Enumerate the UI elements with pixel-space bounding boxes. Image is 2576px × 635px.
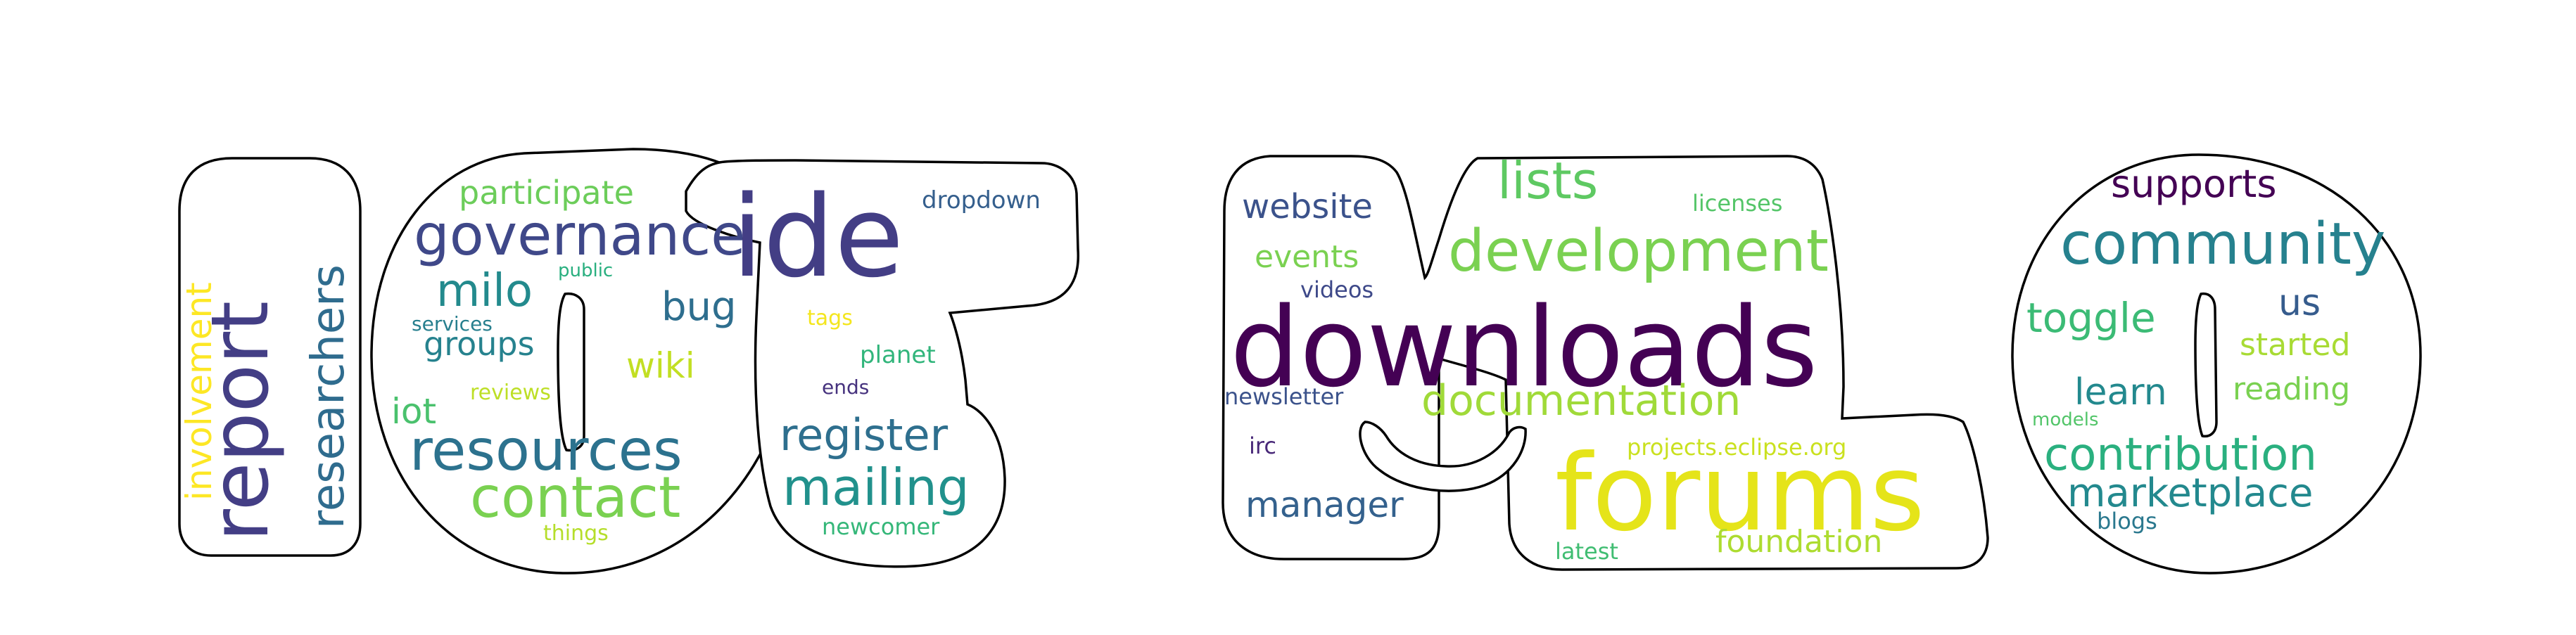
word-contribution: contribution [2044,429,2317,481]
word-tags: tags [807,306,853,331]
word-foundation: foundation [1715,524,1882,560]
word-marketplace: marketplace [2067,470,2313,516]
word-researchers: researchers [303,264,355,529]
word-ends: ends [822,376,869,399]
word-mailing: mailing [782,458,970,517]
word-forums: forums [1555,432,1925,555]
letter-o2-inner-cut [2194,292,2218,438]
word-irc: irc [1249,432,1276,459]
word-latest: latest [1555,538,1618,565]
word-report: report [195,301,286,541]
letter-i-outline [178,157,362,557]
word-milo: milo [436,265,533,317]
word-development: development [1448,218,1829,285]
word-documentation: documentation [1421,376,1741,425]
word-reviews: reviews [470,380,551,405]
word-public: public [558,260,613,281]
word-events: events [1255,239,1359,275]
letter-y-inner-cut [1359,421,1527,492]
word-dropdown: dropdown [922,186,1041,214]
word-lists: lists [1497,151,1598,210]
word-videos: videos [1300,276,1373,303]
word-contact: contact [470,465,680,530]
letter-t-outline [685,159,1080,568]
word-iot: iot [391,391,436,432]
word-downloads: downloads [1230,283,1818,411]
word-us: us [2278,282,2321,324]
word-licenses: licenses [1692,190,1782,217]
word-blogs: blogs [2097,508,2157,534]
word-governance: governance [414,203,745,268]
word-manager: manager [1245,485,1404,525]
word-wiki: wiki [626,345,695,386]
letter-o-inner-cut [557,292,585,452]
word-involvement: involvement [179,282,220,501]
word-reading: reading [2233,371,2350,407]
word-newcomer: newcomer [822,513,940,540]
word-resources: resources [410,418,683,483]
word-ide: ide [732,171,903,302]
word-planet: planet [860,341,936,369]
word-register: register [780,409,948,461]
word-supports: supports [2111,162,2276,206]
word-models: models [2032,409,2099,430]
word-services: services [412,312,493,335]
word-bug: bug [661,284,737,330]
word-website: website [1242,187,1373,226]
word-participate: participate [459,174,634,212]
word-groups: groups [424,325,535,363]
word-newsletter: newsletter [1224,383,1344,410]
word-community: community [2060,211,2385,278]
word-learn: learn [2074,371,2167,413]
word-toggle: toggle [2026,294,2156,342]
word-things: things [543,521,609,546]
word-projects-eclipse-org: projects.eclipse.org [1627,434,1846,461]
word-started: started [2240,327,2350,363]
